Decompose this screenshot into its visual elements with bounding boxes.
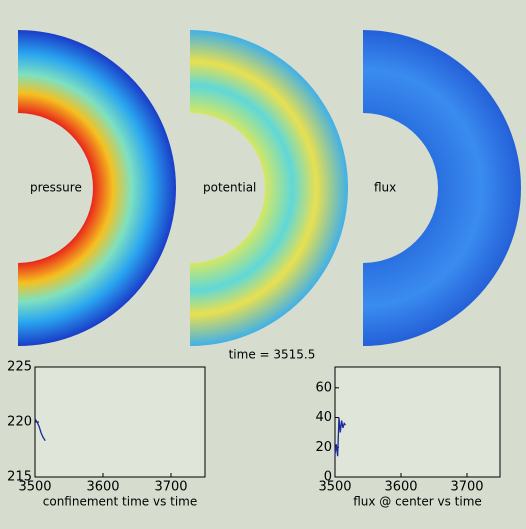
figure: pressure potential flux time = 3515.5 35…: [0, 0, 526, 529]
panel-label: pressure: [30, 181, 82, 195]
panel-label: flux: [374, 181, 396, 195]
axes-box: [335, 367, 500, 477]
x-tick-label: 3700: [450, 480, 483, 495]
panel-label: potential: [203, 181, 256, 195]
y-tick-label: 60: [315, 380, 332, 395]
y-tick-label: 20: [315, 440, 332, 455]
y-tick-label: 225: [7, 360, 32, 375]
x-axis-label: flux @ center vs time: [353, 495, 482, 509]
x-tick-label: 3600: [384, 480, 417, 495]
y-tick-label: 220: [7, 415, 32, 430]
x-tick-label: 3600: [86, 480, 119, 495]
y-tick-label: 215: [7, 470, 32, 485]
x-tick-label: 3700: [154, 480, 187, 495]
x-axis-label: confinement time vs time: [43, 495, 198, 509]
time-label: time = 3515.5: [229, 348, 316, 362]
y-tick-label: 40: [315, 410, 332, 425]
axes-box: [35, 367, 205, 477]
y-tick-label: 0: [324, 470, 332, 485]
